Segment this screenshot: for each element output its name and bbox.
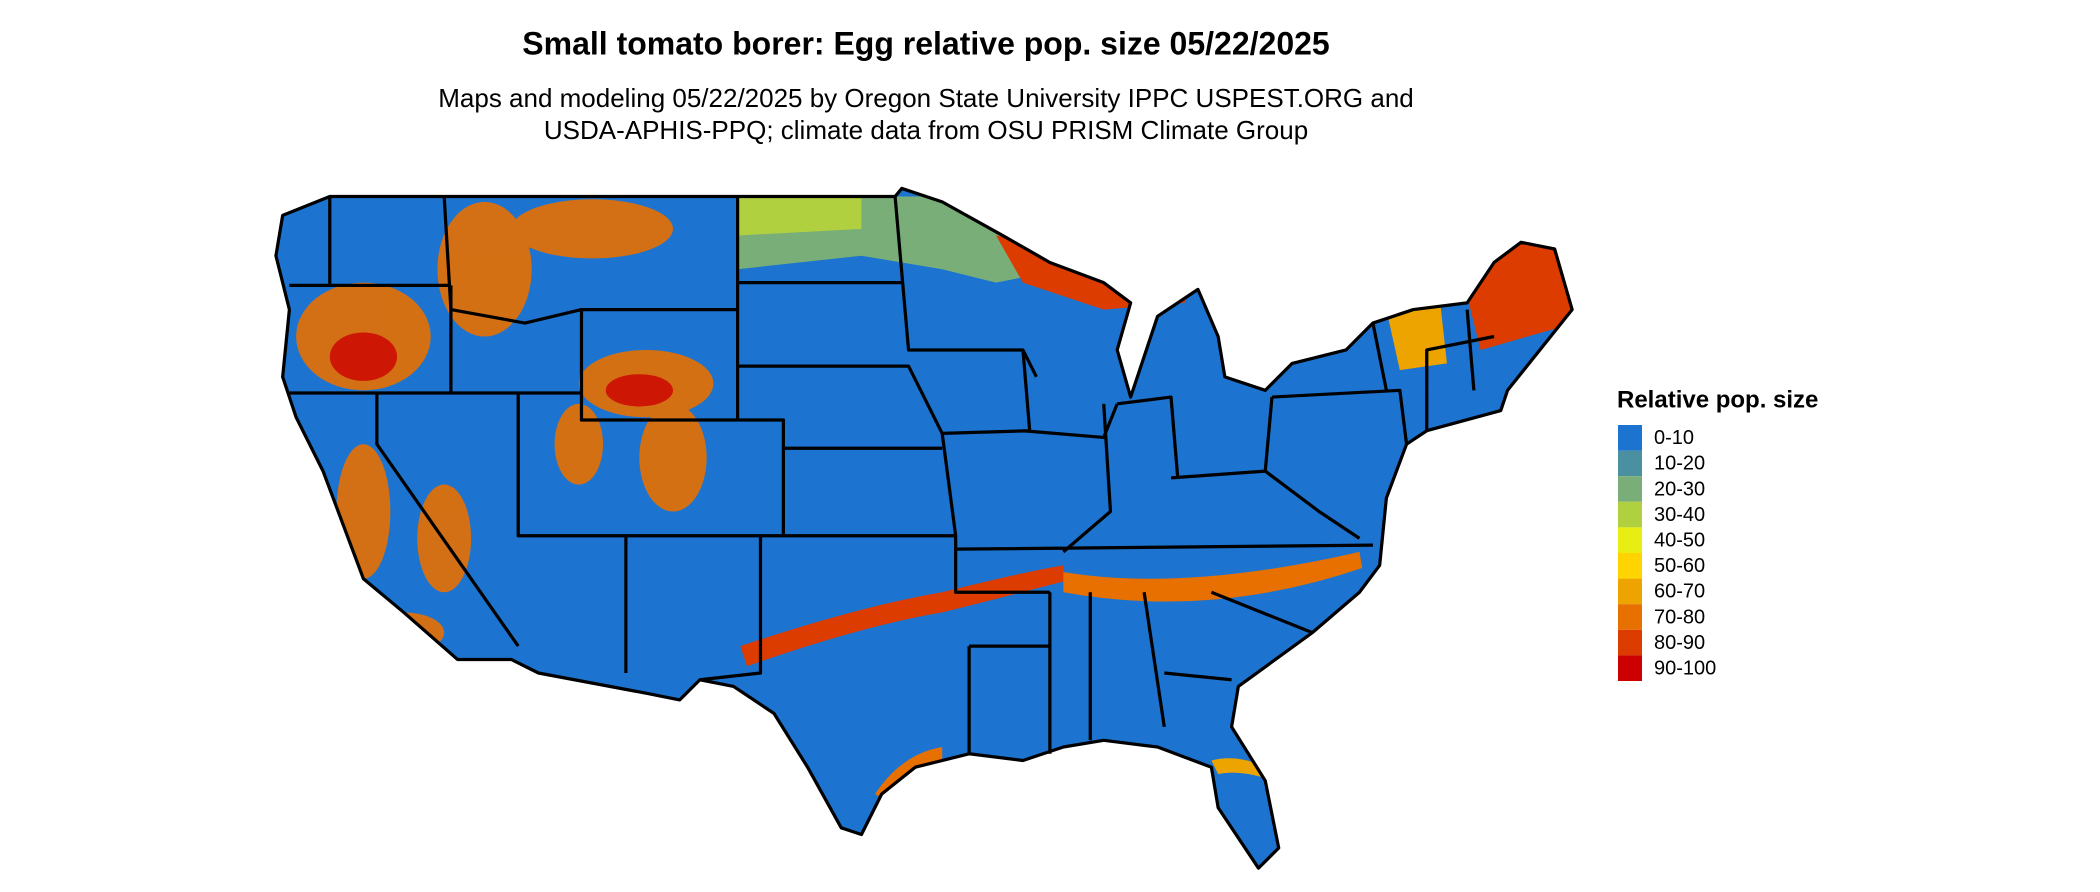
us-map	[274, 186, 1574, 870]
legend-label: 70-80	[1654, 606, 1705, 628]
legend-swatch	[1618, 629, 1642, 656]
legend-swatch	[1618, 425, 1642, 451]
state-borders	[289, 196, 1495, 754]
legend-label: 30-40	[1654, 504, 1705, 526]
legend-label: 50-60	[1654, 555, 1705, 577]
legend-swatch	[1618, 553, 1642, 579]
map-subtitle: Maps and modeling 05/22/2025 by Oregon S…	[438, 83, 1414, 113]
legend-swatch	[1618, 450, 1642, 477]
map-subtitle: USDA-APHIS-PPQ; climate data from OSU PR…	[544, 115, 1308, 145]
raster-zone	[737, 196, 862, 236]
legend-label: 20-30	[1654, 478, 1705, 500]
legend-label: 40-50	[1654, 529, 1705, 551]
raster-zone	[1063, 551, 1363, 602]
map-title: Small tomato borer: Egg relative pop. si…	[522, 25, 1329, 61]
legend-swatch	[1618, 527, 1642, 553]
legend: 0-10 10-20 20-30 30-40 40-50 50-60 60-70 70-80 8…	[1618, 425, 1716, 681]
legend-swatch	[1618, 501, 1642, 528]
legend-swatch	[1618, 476, 1642, 502]
legend-swatch	[1618, 655, 1642, 681]
raster-zone	[1211, 758, 1266, 778]
legend-label: 80-90	[1654, 632, 1705, 654]
raster-zones	[329, 332, 673, 407]
legend-swatch	[1618, 578, 1642, 605]
legend-swatch	[1618, 604, 1642, 630]
legend-label: 60-70	[1654, 581, 1705, 603]
legend-label: 90-100	[1654, 657, 1716, 679]
legend-label: 0-10	[1654, 427, 1694, 449]
raster-zone	[1386, 302, 1447, 371]
legend-title: Relative pop. size	[1617, 386, 1818, 413]
raster	[275, 188, 1573, 869]
raster-zone	[740, 565, 1064, 667]
legend-label: 10-20	[1654, 453, 1705, 475]
